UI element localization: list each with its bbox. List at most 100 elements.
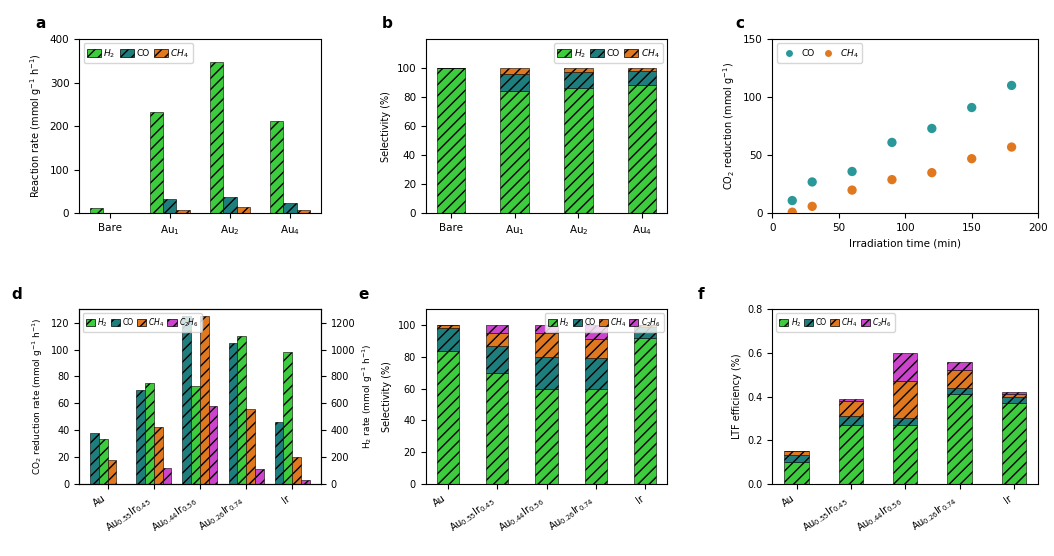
Bar: [275, 422, 284, 484]
Y-axis label: Reaction rate (mmol g$^{-1}$ h$^{-1}$): Reaction rate (mmol g$^{-1}$ h$^{-1}$): [28, 54, 44, 198]
Bar: [284, 203, 296, 214]
Bar: [585, 389, 607, 484]
Point: [843, 186, 860, 195]
Bar: [628, 68, 657, 71]
Bar: [535, 325, 558, 333]
Legend: $H_2$, CO, $CH_4$: $H_2$, CO, $CH_4$: [553, 43, 663, 63]
Legend: $H_2$, CO, $CH_4$: $H_2$, CO, $CH_4$: [83, 43, 193, 63]
X-axis label: Irradiation time (min): Irradiation time (min): [850, 239, 961, 249]
Bar: [839, 416, 863, 425]
Bar: [893, 418, 917, 425]
Point: [963, 154, 980, 163]
Point: [883, 175, 900, 184]
Bar: [90, 208, 103, 214]
Bar: [628, 86, 657, 214]
Bar: [154, 428, 162, 484]
Bar: [150, 112, 163, 214]
Bar: [145, 383, 154, 484]
Point: [923, 124, 940, 133]
Bar: [784, 462, 808, 484]
Point: [923, 168, 940, 177]
Bar: [784, 451, 808, 455]
Bar: [893, 381, 917, 418]
Bar: [200, 316, 209, 484]
Y-axis label: CO$_2$ reduction rate (mmol g$^{-1}$ h$^{-1}$): CO$_2$ reduction rate (mmol g$^{-1}$ h$^…: [31, 317, 45, 475]
Point: [784, 196, 801, 205]
Bar: [209, 406, 217, 484]
Bar: [1001, 392, 1027, 394]
Y-axis label: H$_2$ rate (mmol g$^{-1}$ h$^{-1}$): H$_2$ rate (mmol g$^{-1}$ h$^{-1}$): [360, 344, 375, 449]
Legend: CO, $CH_4$: CO, $CH_4$: [777, 43, 862, 63]
Text: a: a: [36, 17, 46, 32]
Bar: [191, 386, 200, 484]
Bar: [585, 359, 607, 389]
Point: [883, 138, 900, 147]
Legend: $H_2$, CO, $CH_4$, $C_2H_6$: $H_2$, CO, $CH_4$, $C_2H_6$: [776, 313, 895, 332]
Bar: [564, 88, 592, 214]
Bar: [210, 62, 223, 214]
Bar: [236, 207, 250, 214]
Bar: [948, 370, 972, 388]
Bar: [99, 439, 108, 484]
Bar: [223, 197, 236, 214]
Bar: [176, 210, 190, 214]
Bar: [163, 200, 176, 214]
Text: e: e: [358, 287, 368, 302]
Point: [804, 202, 821, 211]
Bar: [436, 325, 458, 328]
Point: [1003, 81, 1020, 90]
Text: f: f: [698, 287, 704, 302]
Point: [963, 103, 980, 112]
Bar: [501, 74, 529, 91]
Bar: [564, 68, 592, 72]
Bar: [535, 333, 558, 357]
Bar: [1001, 394, 1027, 396]
Point: [784, 208, 801, 217]
Bar: [839, 425, 863, 484]
Bar: [948, 361, 972, 370]
Point: [1003, 143, 1020, 152]
Legend: $H_2$, CO, $CH_4$, $C_2H_6$: $H_2$, CO, $CH_4$, $C_2H_6$: [83, 313, 201, 332]
Bar: [229, 343, 237, 484]
Bar: [501, 68, 529, 74]
Bar: [535, 389, 558, 484]
Bar: [1001, 403, 1027, 484]
Bar: [255, 469, 264, 484]
Legend: $H_2$, CO, $CH_4$, $C_2H_6$: $H_2$, CO, $CH_4$, $C_2H_6$: [545, 313, 664, 332]
Bar: [237, 336, 246, 484]
Text: c: c: [735, 17, 744, 32]
Bar: [182, 316, 191, 484]
Bar: [635, 327, 657, 338]
Point: [804, 177, 821, 186]
Bar: [628, 71, 657, 86]
Y-axis label: Selectivity (%): Selectivity (%): [380, 91, 391, 162]
Y-axis label: LTF efficiency (%): LTF efficiency (%): [731, 354, 742, 439]
Y-axis label: Selectivity (%): Selectivity (%): [382, 361, 392, 432]
Bar: [436, 350, 458, 484]
Bar: [296, 210, 310, 214]
Bar: [136, 390, 145, 484]
Bar: [635, 338, 657, 484]
Bar: [284, 352, 292, 484]
Bar: [90, 433, 99, 484]
Bar: [535, 357, 558, 389]
Bar: [436, 328, 458, 350]
Bar: [893, 425, 917, 484]
Text: d: d: [12, 287, 22, 302]
Bar: [585, 325, 607, 339]
Bar: [486, 333, 508, 346]
Bar: [301, 480, 310, 484]
Point: [843, 167, 860, 176]
Bar: [948, 394, 972, 484]
Bar: [486, 373, 508, 484]
Bar: [162, 468, 172, 484]
Bar: [501, 91, 529, 214]
Bar: [270, 121, 284, 214]
Bar: [292, 457, 301, 484]
Bar: [1001, 396, 1027, 403]
Bar: [486, 325, 508, 333]
Bar: [635, 325, 657, 327]
Bar: [839, 399, 863, 401]
Bar: [436, 68, 465, 214]
Bar: [585, 339, 607, 359]
